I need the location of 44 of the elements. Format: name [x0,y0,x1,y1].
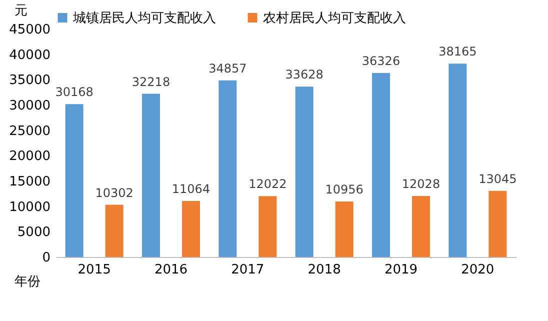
x-tick-label: 2015 [78,262,111,278]
y-tick-label: 0 [42,250,50,266]
bar [295,86,314,257]
data-label: 34857 [208,61,247,76]
x-tick-label: 2020 [461,262,494,278]
x-tick-label: 2017 [231,262,264,278]
y-tick-label: 40000 [9,48,50,63]
data-label: 11064 [172,182,210,196]
data-label: 36326 [362,54,400,68]
legend-label: 农村居民人均可支配收入 [263,10,406,26]
x-tick-label: 2019 [384,262,418,278]
bar [65,104,84,257]
bar [105,204,124,257]
bar [372,72,390,257]
y-axis-title: 元 [14,4,28,18]
data-label: 12022 [248,177,287,192]
y-tick-label: 10000 [9,200,50,215]
y-tick-label: 30000 [9,98,50,114]
data-label: 33628 [285,68,324,82]
y-tick-label: 35000 [9,73,50,88]
bar [412,196,430,257]
data-label: 10302 [95,186,134,200]
x-axis-title: 年份 [14,274,40,290]
y-tick-label: 15000 [9,174,50,190]
data-label: 10956 [325,182,364,196]
y-tick-label: 5000 [17,225,50,240]
data-label: 30168 [55,85,94,100]
data-label: 13045 [478,172,517,186]
data-label: 32218 [132,74,170,89]
x-tick-label: 2018 [308,262,341,278]
y-tick-label: 20000 [9,149,50,164]
y-tick-label: 25000 [9,124,50,139]
bar [335,201,354,257]
bar [218,80,237,257]
bar [448,64,467,257]
bar [142,94,160,257]
y-tick-label: 45000 [9,22,50,38]
data-label: 38165 [438,44,477,59]
bar [258,196,277,257]
bar [182,200,200,257]
x-tick-label: 2016 [154,262,188,278]
legend-label: 城镇居民人均可支配收入 [72,10,216,26]
data-label: 12028 [402,177,440,192]
bar [488,190,507,257]
